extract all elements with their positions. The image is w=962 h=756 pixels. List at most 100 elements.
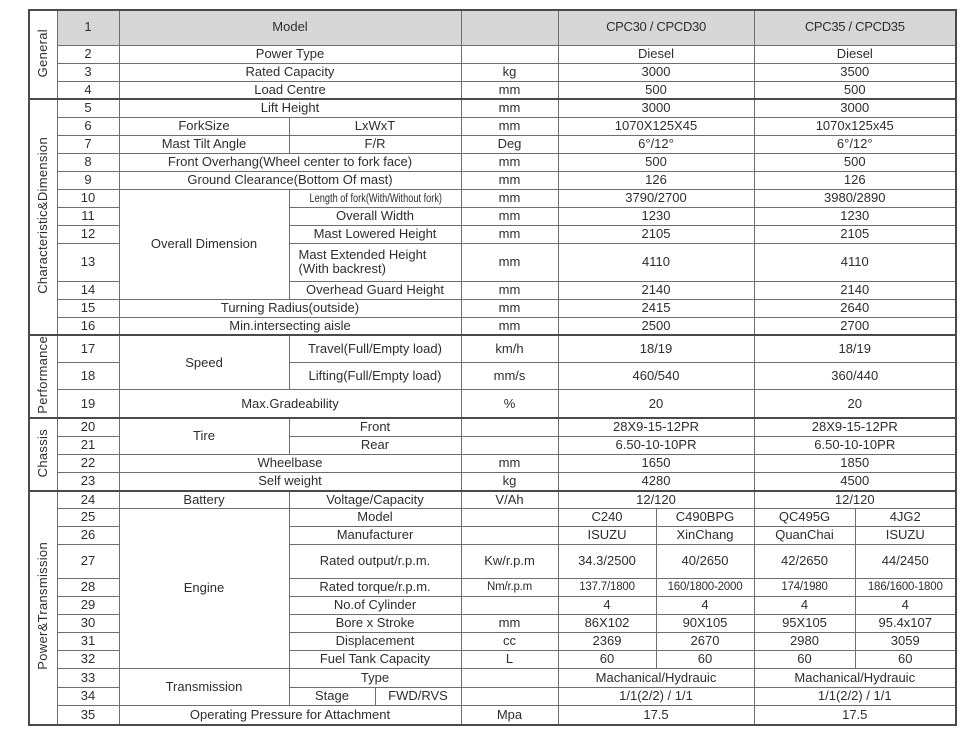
value-model2: 28X9-15-12PR	[753, 417, 957, 437]
value-model2b: 4	[854, 596, 957, 616]
subparam-label: LxWxT	[288, 116, 462, 136]
value-model1: 2105	[557, 224, 755, 244]
param-label: Battery	[118, 489, 290, 510]
unit-cell: mm	[460, 98, 559, 118]
value-model2: 6°/12°	[753, 134, 957, 154]
row-number: 21	[56, 435, 120, 455]
subparam-label: Mast Lowered Height	[288, 224, 462, 244]
table-row: 16 Min.intersecting aisle mm 2500 2700	[29, 316, 957, 336]
unit-cell	[460, 687, 559, 707]
unit-cell	[460, 526, 559, 546]
value-model1: 18/19	[557, 334, 755, 364]
group-label-text: Performance	[34, 336, 50, 414]
param-label: Turning Radius(outside)	[118, 298, 462, 318]
table-row: 8 Front Overhang(Wheel center to fork fa…	[29, 152, 957, 172]
unit-cell: mm	[460, 224, 559, 244]
row-number: 27	[56, 544, 120, 580]
value-model1: 500	[557, 152, 755, 172]
value-model2a: 4	[753, 596, 856, 616]
subparam-label: Type	[288, 668, 462, 689]
value-model1b: 60	[655, 650, 755, 670]
param-label: Overall Dimension	[118, 188, 290, 300]
value-model1: 2140	[557, 280, 755, 300]
group-label-general: General	[28, 9, 58, 100]
subparam-label: Lifting(Full/Empty load)	[288, 362, 462, 391]
subparam-label: Overall Width	[288, 206, 462, 226]
value-model2: 3500	[753, 62, 957, 82]
group-label-dimension: Characteristic&Dimension	[28, 98, 58, 336]
group-label-performance: Performance	[28, 334, 58, 419]
value-model1: 4280	[557, 471, 755, 492]
value-model2b: 186/1600-1800	[854, 578, 957, 598]
value-model2: 126	[753, 170, 957, 190]
value-model1: 1230	[557, 206, 755, 226]
value-model1: 1/1(2/2) / 1/1	[557, 687, 755, 707]
value-model2a: 95X105	[753, 614, 856, 634]
table-row: 22 Wheelbase mm 1650 1850	[29, 453, 957, 473]
unit-cell: mm	[460, 453, 559, 473]
table-row: 15 Turning Radius(outside) mm 2415 2640	[29, 298, 957, 318]
row-number: 28	[56, 578, 120, 598]
subparam-label: Displacement	[288, 632, 462, 652]
value-model2: 1/1(2/2) / 1/1	[753, 687, 957, 707]
subparam-text: Length of fork(With/Without fork)	[309, 192, 442, 205]
subparam-label: Front	[288, 417, 462, 437]
subparam-label: Travel(Full/Empty load)	[288, 334, 462, 364]
value-model2a: 2980	[753, 632, 856, 652]
value-model1: 4110	[557, 242, 755, 282]
value-model1: 460/540	[557, 362, 755, 391]
table-row: 9 Ground Clearance(Bottom Of mast) mm 12…	[29, 170, 957, 190]
subparam-label: Length of fork(With/Without fork)	[288, 188, 462, 208]
param-label: Wheelbase	[118, 453, 462, 473]
table-row: 23 Self weight kg 4280 4500	[29, 471, 957, 492]
subparam-label: Overhead Guard Height	[288, 280, 462, 300]
table-row: 2 Power Type Diesel Diesel	[29, 44, 957, 64]
value-model2: 500	[753, 80, 957, 100]
value-model2: 500	[753, 152, 957, 172]
row-number: 6	[56, 116, 120, 136]
value-model1: 28X9-15-12PR	[557, 417, 755, 437]
table-row: 14 Overhead Guard Height mm 2140 2140	[29, 280, 957, 300]
row-number: 13	[56, 242, 120, 282]
value-model2: 6.50-10-10PR	[753, 435, 957, 455]
group-label-chassis: Chassis	[28, 417, 58, 492]
row-number: 3	[56, 62, 120, 82]
row-number: 19	[56, 389, 120, 419]
param-label: Max.Gradeability	[118, 389, 462, 419]
unit-cell: mm/s	[460, 362, 559, 391]
table-row: Characteristic&Dimension 5 Lift Height m…	[28, 98, 957, 336]
param-label: Self weight	[118, 471, 462, 492]
table-row: 4 Load Centre mm 500 500	[29, 80, 957, 100]
table-row: Chassis 20 Tire Front 28X9-15-12PR 28X9-…	[28, 417, 957, 492]
value-model1: 500	[557, 80, 755, 100]
row-number: 34	[56, 687, 120, 707]
param-label: Front Overhang(Wheel center to fork face…	[118, 152, 462, 172]
value-model2a: QC495G	[753, 508, 856, 528]
param-label: Model	[118, 9, 462, 46]
table-row: 26 Manufacturer ISUZU XinChang QuanChai …	[29, 526, 957, 546]
row-number: 31	[56, 632, 120, 652]
subparam-label: Rear	[288, 435, 462, 455]
table-row: 19 Max.Gradeability % 20 20	[29, 389, 957, 419]
table-row: 6 ForkSize LxWxT mm 1070X125X45 1070x125…	[29, 116, 957, 136]
subparam-label-stage: Stage	[288, 687, 376, 707]
value-model1b: C490BPG	[655, 508, 755, 528]
value-model1a: 60	[557, 650, 657, 670]
unit-cell	[460, 596, 559, 616]
value-model1a: 4	[557, 596, 657, 616]
unit-cell: mm	[460, 280, 559, 300]
table-row: 32 Fuel Tank Capacity L 60 60 60 60	[29, 650, 957, 670]
value-model2b: 60	[854, 650, 957, 670]
subparam-label: F/R	[288, 134, 462, 154]
row-number: 4	[56, 80, 120, 100]
row-number: 1	[56, 9, 120, 46]
table-row: 33 Transmission Type Machanical/Hydrauic…	[29, 668, 957, 707]
table-row: 27 Rated output/r.p.m. Kw/r.p.m 34.3/250…	[29, 544, 957, 580]
param-label: Speed	[118, 334, 290, 391]
unit-cell: mm	[460, 614, 559, 634]
value-model1: Machanical/Hydrauic	[557, 668, 755, 689]
value-model1b: 90X105	[655, 614, 755, 634]
unit-cell: mm	[460, 298, 559, 318]
row-number: 8	[56, 152, 120, 172]
page: General 1 Model CPC30 / CPCD30 CPC35 / C…	[28, 9, 957, 726]
